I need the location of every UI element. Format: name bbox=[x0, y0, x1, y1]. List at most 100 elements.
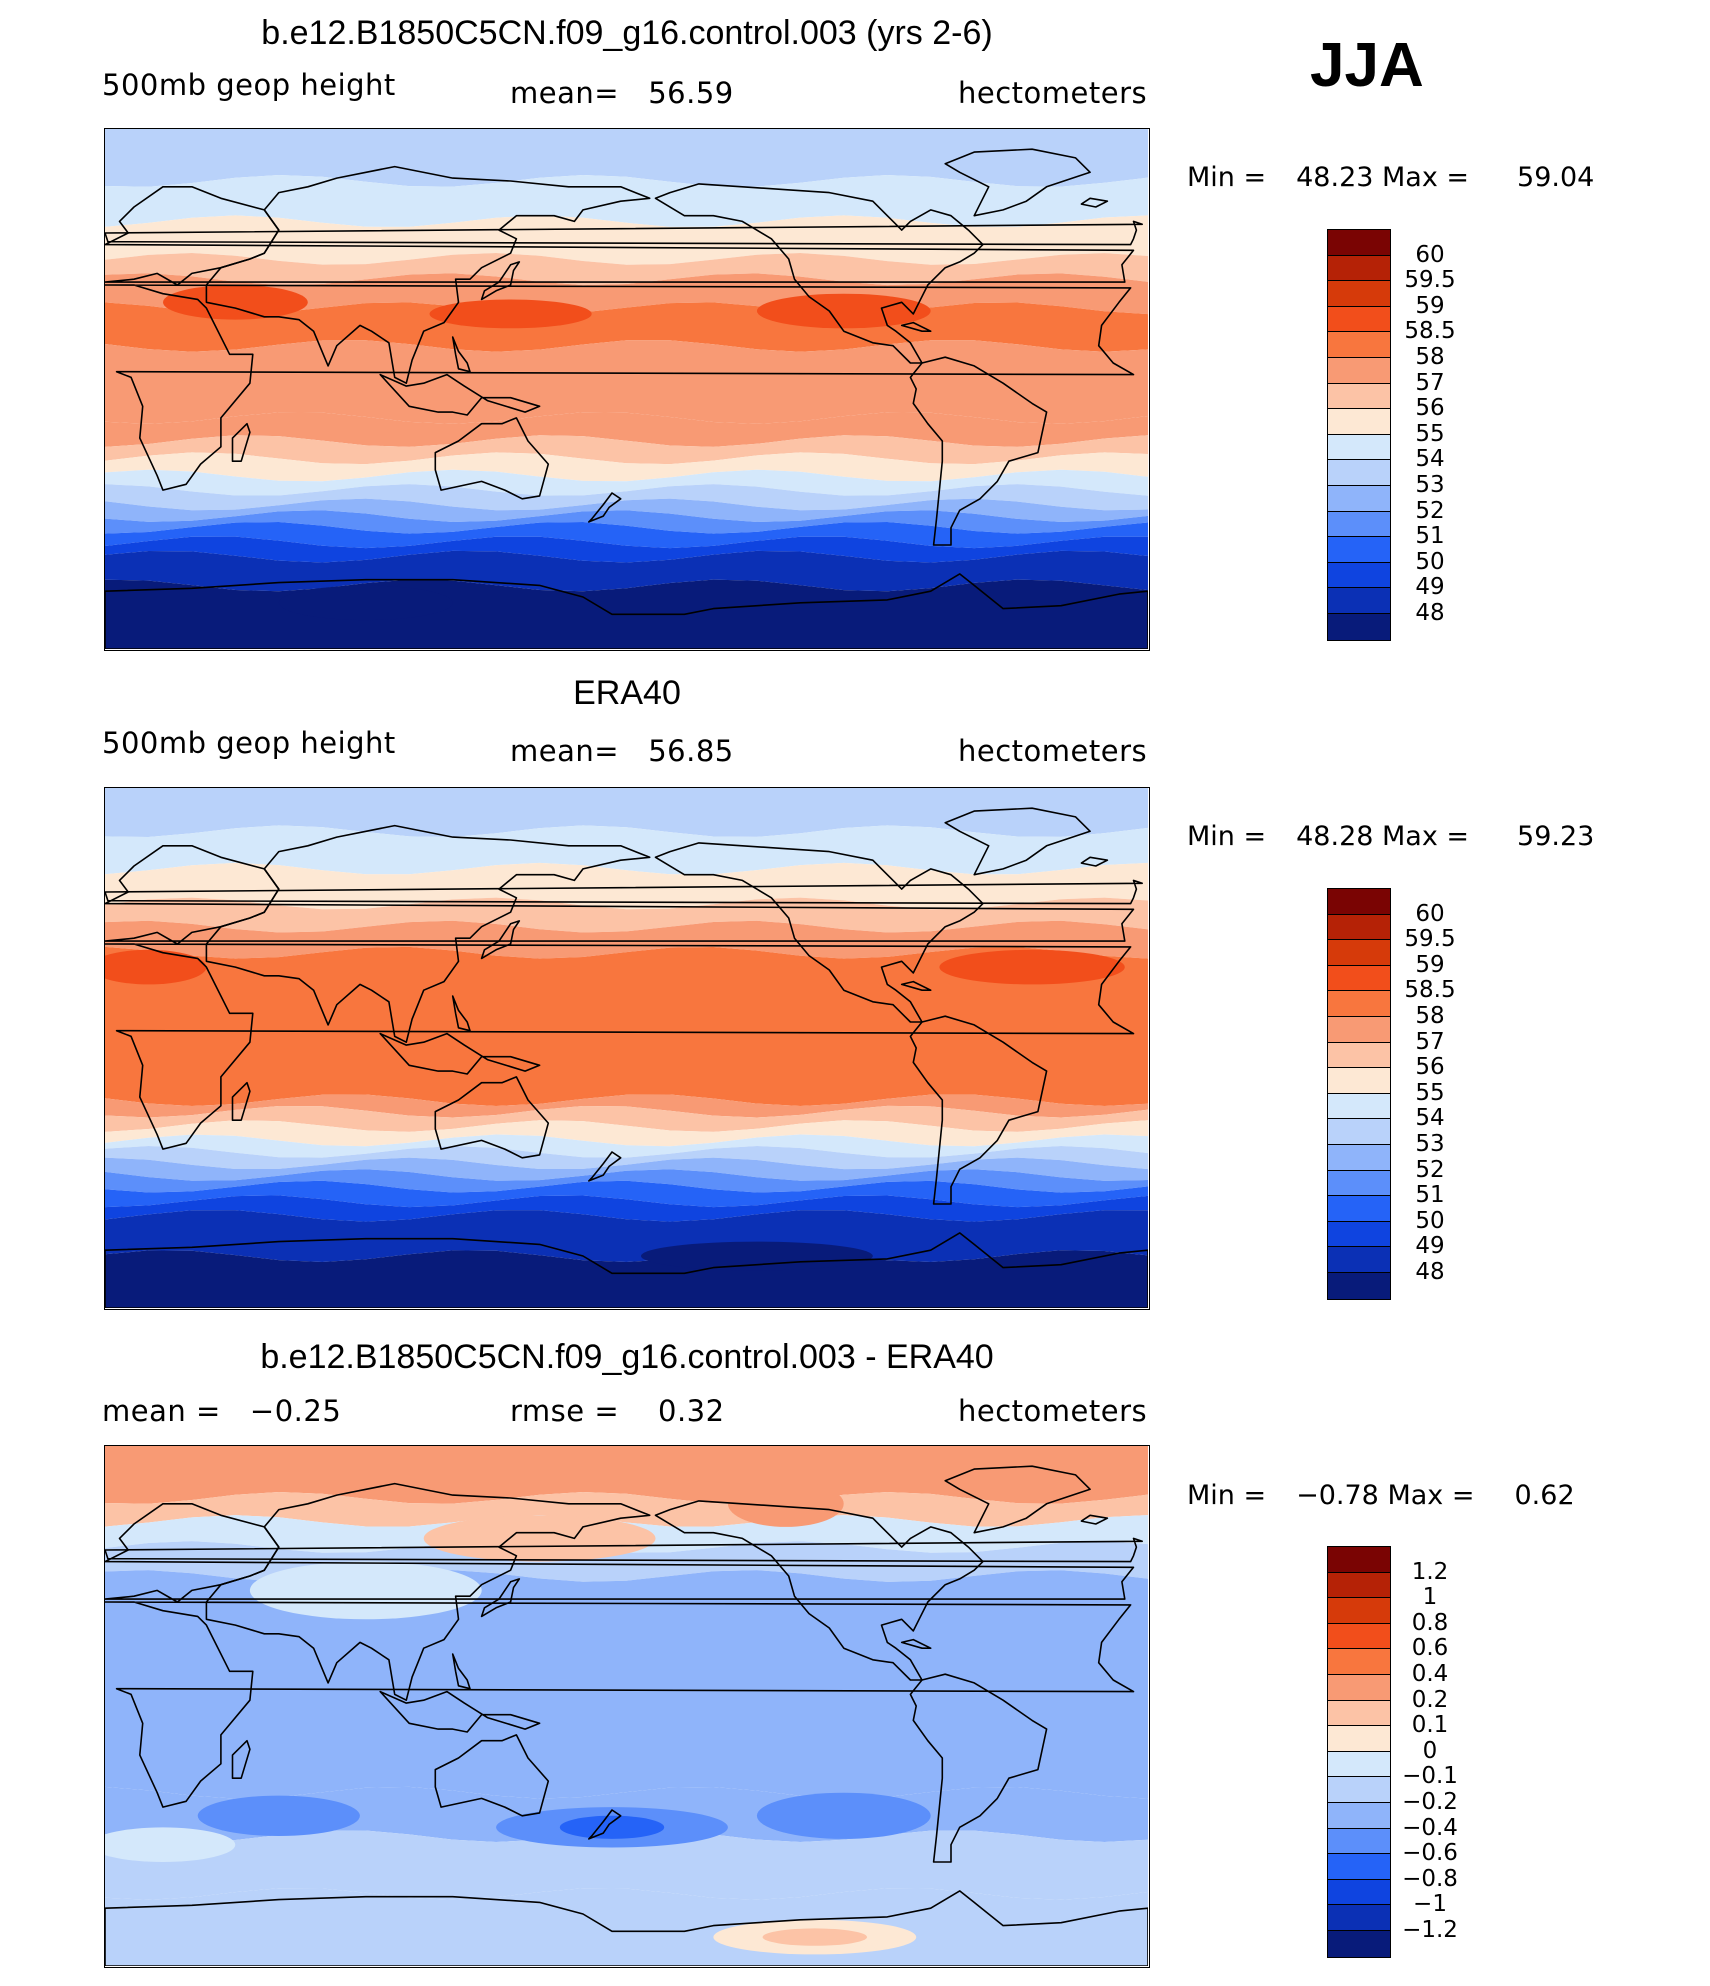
panel-2-map bbox=[104, 787, 1150, 1310]
coastline-madagascar bbox=[231, 422, 251, 463]
coastline-australia bbox=[434, 1076, 550, 1159]
panel-3-rmse: rmse = 0.32 bbox=[510, 1394, 725, 1428]
panel-3-max-value: 0.62 bbox=[1514, 1480, 1575, 1511]
contour-band bbox=[105, 1492, 1148, 1527]
contour-band bbox=[105, 522, 1148, 549]
panel-3-rmse-value: 0.32 bbox=[658, 1394, 725, 1428]
colorbar-tick-label: 51 bbox=[1415, 523, 1445, 550]
colorbar-swatch bbox=[1328, 1196, 1390, 1222]
panel-3-mean-label: mean = bbox=[102, 1394, 221, 1428]
contour-band bbox=[105, 1157, 1148, 1181]
contour-band bbox=[105, 484, 1148, 511]
contour-band bbox=[105, 1830, 1148, 1900]
colorbar-tick-label: 0 bbox=[1422, 1737, 1438, 1764]
colorbar-tick-label: 50 bbox=[1415, 548, 1445, 575]
colorbar-swatch bbox=[1328, 1247, 1390, 1273]
panel-3-title: b.e12.B1850C5CN.f09_g16.control.003 - ER… bbox=[260, 1338, 994, 1376]
contour-region bbox=[727, 1480, 844, 1527]
colorbar-tick-label: −0.1 bbox=[1402, 1763, 1458, 1790]
coastline-asia bbox=[205, 165, 651, 384]
colorbar-tick-label: 58 bbox=[1415, 344, 1445, 370]
contour-region bbox=[163, 285, 308, 320]
panel-1-title: b.e12.B1850C5CN.f09_g16.control.003 (yrs… bbox=[261, 14, 993, 52]
colorbar-tick-label: −0.6 bbox=[1402, 1840, 1458, 1867]
coastline-europe bbox=[105, 1502, 1135, 1603]
colorbar-swatch bbox=[1328, 460, 1390, 486]
colorbar-swatch bbox=[1328, 357, 1390, 384]
coastline-namerica bbox=[654, 183, 984, 364]
coastline-samerica bbox=[909, 1673, 1048, 1863]
colorbar-swatch bbox=[1328, 255, 1390, 282]
colorbar-tick-label: 58.5 bbox=[1404, 977, 1456, 1004]
contour-band bbox=[105, 253, 1148, 286]
colorbar-swatch bbox=[1328, 409, 1390, 435]
colorbar-swatch bbox=[1328, 332, 1390, 358]
colorbar-tick-label: 52 bbox=[1415, 1156, 1445, 1183]
coastline-africa bbox=[105, 1601, 1135, 1808]
colorbar-swatch bbox=[1328, 1674, 1390, 1701]
coastline-nz bbox=[587, 1809, 622, 1840]
colorbar-tick-label: 0.1 bbox=[1411, 1712, 1449, 1739]
contour-region bbox=[423, 1515, 656, 1562]
coastline-samerica bbox=[909, 356, 1048, 546]
contour-band bbox=[105, 1094, 1148, 1118]
coastline-nz bbox=[587, 492, 622, 523]
contour-band bbox=[105, 536, 1148, 563]
panel-2-max-label: Max = bbox=[1382, 821, 1470, 852]
coastline-africa bbox=[105, 284, 1135, 491]
colorbar-tick-label: −1.2 bbox=[1402, 1917, 1458, 1943]
colorbar-tick-label: 60 bbox=[1415, 900, 1445, 927]
colorbar-tick-label: 56 bbox=[1415, 1054, 1445, 1081]
coastline-europe bbox=[105, 185, 1135, 286]
panel-3-min-value: −0.78 bbox=[1296, 1480, 1379, 1511]
colorbar-swatch bbox=[1328, 940, 1390, 966]
contour-region bbox=[105, 949, 207, 985]
colorbar-swatch bbox=[1328, 1700, 1390, 1727]
colorbar-tick-label: 0.2 bbox=[1411, 1686, 1449, 1713]
panel-3-colorbar bbox=[1327, 1546, 1391, 1958]
coastline-madagascar bbox=[231, 1081, 251, 1122]
contour-region bbox=[641, 1241, 873, 1271]
panel-1-contour-map bbox=[105, 129, 1148, 649]
panel-1-variable-label: 500mb geop height bbox=[102, 68, 396, 102]
colorbar-swatch bbox=[1328, 1272, 1390, 1299]
panel-3-mean: mean = −0.25 bbox=[102, 1394, 341, 1428]
colorbar-tick-label: 52 bbox=[1415, 497, 1445, 524]
colorbar-swatch bbox=[1328, 485, 1390, 512]
coastline-japan bbox=[480, 261, 521, 301]
panel-3-contour-map bbox=[105, 1446, 1148, 1966]
colorbar-swatch bbox=[1328, 1170, 1390, 1197]
colorbar-tick-label: −0.2 bbox=[1402, 1789, 1458, 1815]
panel-2-min-value: 48.28 bbox=[1296, 821, 1374, 852]
contour-band bbox=[105, 897, 1148, 933]
colorbar-tick-label: 59 bbox=[1415, 951, 1445, 978]
colorbar-swatch bbox=[1328, 889, 1390, 915]
coastline-greenland bbox=[944, 148, 1091, 217]
coastline-uk bbox=[105, 1537, 1143, 1563]
contour-region bbox=[278, 585, 453, 621]
colorbar-tick-label: 53 bbox=[1415, 1131, 1445, 1157]
colorbar-tick-label: −0.8 bbox=[1402, 1865, 1458, 1892]
colorbar-swatch bbox=[1328, 1221, 1390, 1248]
colorbar-swatch bbox=[1328, 306, 1390, 333]
contour-band bbox=[105, 1169, 1148, 1193]
season-label: JJA bbox=[1310, 31, 1424, 100]
coastline-cuba bbox=[900, 1638, 932, 1649]
colorbar-tick-label: 59.5 bbox=[1404, 926, 1456, 953]
colorbar-swatch bbox=[1328, 588, 1390, 614]
panel-2-title: ERA40 bbox=[573, 674, 681, 712]
coastline-greenland bbox=[944, 1465, 1091, 1534]
colorbar-swatch bbox=[1328, 562, 1390, 589]
contour-band bbox=[105, 215, 1148, 265]
colorbar-swatch bbox=[1328, 914, 1390, 941]
contour-band bbox=[105, 1180, 1148, 1208]
colorbar-swatch bbox=[1328, 1093, 1390, 1120]
colorbar-swatch bbox=[1328, 1777, 1390, 1803]
coastline-africa bbox=[105, 943, 1135, 1150]
colorbar-swatch bbox=[1328, 281, 1390, 307]
panel-2-minmax: Min = 48.28 Max = 59.23 bbox=[1187, 821, 1597, 852]
panel-2-mean-value: 56.85 bbox=[648, 734, 734, 768]
panel-2-mean-label: mean= bbox=[510, 734, 620, 768]
colorbar-tick-label: 59.5 bbox=[1404, 267, 1456, 294]
panel-2-min-label: Min = bbox=[1187, 821, 1267, 852]
